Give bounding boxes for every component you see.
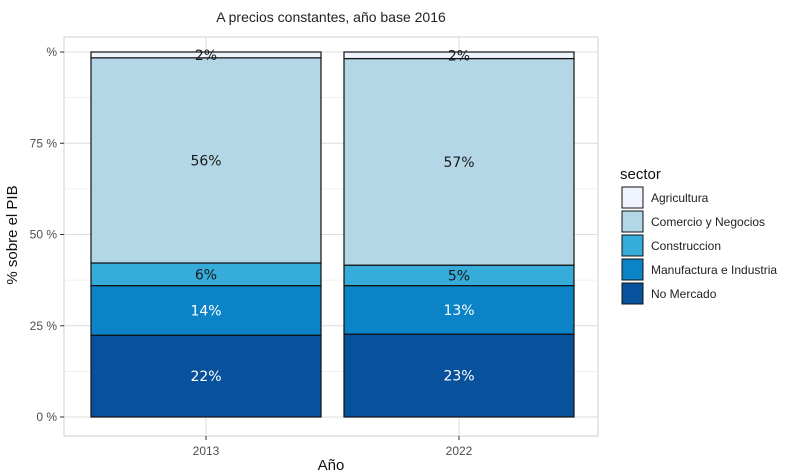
data-label-construccion-2013: 6% xyxy=(195,267,217,283)
legend-key-no-mercado xyxy=(621,282,644,305)
legend-title: sector xyxy=(620,166,661,183)
data-label-manufactura-e-industria-2022: 13% xyxy=(443,303,474,319)
legend: sector Agricultura Comercio y Negocios Con… xyxy=(620,166,777,305)
legend-label-comercio-y-negocios: Comercio y Negocios xyxy=(651,215,765,229)
y-tick-label: 50 % xyxy=(30,228,58,242)
plot-area: 0 % 25 % 50 % 75 %% 2013 2022 22% 14% 6% 56% 2% 23%… xyxy=(30,36,599,458)
y-axis-title: % sobre el PIB xyxy=(4,185,21,284)
bar-segment-agricultura-2022 xyxy=(343,51,575,60)
x-tick-label: 2022 xyxy=(446,444,473,458)
data-label-agricultura-2022: 2% xyxy=(448,48,470,64)
legend-key-construccion xyxy=(621,234,644,257)
x-tick-label: 2013 xyxy=(193,444,220,458)
x-axis-title: Año xyxy=(318,457,345,474)
y-tick-label: 25 % xyxy=(30,319,58,333)
legend-label-agricultura: Agricultura xyxy=(651,191,709,205)
data-label-manufactura-e-industria-2013: 14% xyxy=(190,303,221,319)
data-label-comercio-y-negocios-2022: 57% xyxy=(443,155,474,171)
y-tick-label: 0 % xyxy=(36,410,57,424)
bar-segment-manufactura-e-industria-2022 xyxy=(343,285,575,335)
data-label-comercio-y-negocios-2013: 56% xyxy=(190,153,221,169)
data-label-construccion-2022: 5% xyxy=(448,268,470,284)
data-label-no-mercado-2022: 23% xyxy=(443,369,474,385)
y-tick-label: % xyxy=(46,45,57,59)
data-label-no-mercado-2013: 22% xyxy=(190,369,221,385)
data-label-agricultura-2013: 2% xyxy=(195,48,217,64)
legend-key-manufactura-e-industria xyxy=(621,258,644,281)
bar-segment-no-mercado-2022 xyxy=(343,333,575,418)
legend-label-manufactura-e-industria: Manufactura e Industria xyxy=(651,263,777,277)
bar-segment-agricultura-2013 xyxy=(90,51,322,59)
chart-title: A precios constantes, año base 2016 xyxy=(216,9,446,25)
y-tick-label: 75 % xyxy=(30,136,58,150)
legend-key-agricultura xyxy=(621,186,644,209)
bar-segment-comercio-y-negocios-2022 xyxy=(343,57,575,266)
legend-key-comercio-y-negocios xyxy=(621,210,644,233)
legend-label-no-mercado: No Mercado xyxy=(651,287,717,301)
legend-label-construccion: Construccion xyxy=(651,239,721,253)
